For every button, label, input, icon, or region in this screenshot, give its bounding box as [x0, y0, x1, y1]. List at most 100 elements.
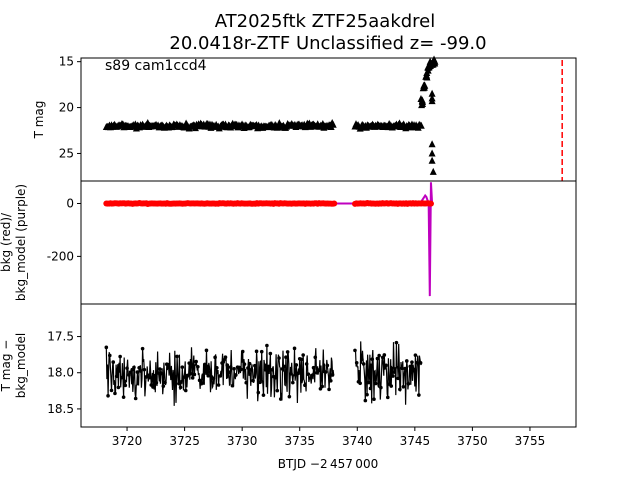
data-point [408, 364, 413, 369]
data-point [266, 364, 271, 369]
data-point [220, 361, 224, 365]
bkg-point [427, 200, 434, 207]
data-point [410, 360, 414, 364]
data-point [323, 370, 328, 374]
data-point [249, 367, 254, 372]
data-point [391, 374, 395, 378]
y-tick-label: 20 [59, 101, 74, 115]
data-point [240, 349, 245, 354]
data-point [291, 380, 295, 385]
data-point [292, 346, 297, 351]
x-tick-label: 3750 [457, 434, 488, 448]
data-point [418, 361, 423, 365]
data-point [208, 370, 212, 374]
data-point [277, 356, 281, 360]
data-point [385, 395, 390, 400]
data-point [278, 397, 283, 401]
data-point [380, 355, 385, 360]
y-tick-label: 15 [59, 55, 74, 69]
data-point [327, 387, 331, 392]
data-point [175, 354, 179, 359]
data-point [126, 373, 131, 377]
data-point [104, 345, 109, 350]
data-point [429, 167, 437, 175]
data-point [173, 374, 178, 379]
data-point [254, 349, 259, 354]
data-point [166, 362, 171, 367]
data-point [428, 140, 436, 148]
data-point [247, 361, 252, 366]
data-point [239, 367, 243, 372]
data-point [261, 393, 266, 397]
data-point [159, 371, 164, 376]
data-point [273, 375, 278, 380]
y-tick-label: 18.5 [47, 402, 74, 416]
x-axis-label: BTJD −2 457 000 [278, 457, 378, 471]
data-point [399, 366, 404, 370]
data-point [256, 390, 261, 395]
data-point [258, 380, 262, 385]
panel-annotation: s89 cam1ccd4 [105, 58, 207, 74]
data-point [202, 362, 207, 367]
x-tick-label: 3745 [400, 434, 431, 448]
data-point [113, 391, 117, 396]
data-point [294, 363, 299, 367]
data-point [218, 374, 223, 378]
data-point [225, 363, 229, 367]
data-point [232, 366, 236, 371]
data-point [147, 375, 152, 380]
data-point [360, 357, 364, 362]
y-axis-label-bottom: T mag − [0, 340, 13, 393]
data-point [287, 394, 292, 399]
panel-frame [80, 303, 577, 428]
data-point [394, 340, 399, 345]
panel-frame [80, 180, 577, 305]
data-point [201, 381, 205, 385]
data-point [213, 355, 217, 360]
y-tick-label: 0 [66, 196, 74, 210]
data-point [329, 120, 337, 128]
panel-top: s89 cam1ccd4 15 20 25 T mag [32, 55, 577, 182]
data-point [230, 383, 235, 388]
bkg-point [331, 200, 338, 207]
data-point [285, 350, 290, 354]
data-point [185, 373, 190, 378]
data-point [106, 393, 110, 398]
data-point [315, 370, 319, 375]
data-point [296, 371, 300, 376]
data-point [154, 380, 159, 385]
data-point [398, 387, 402, 392]
data-point [137, 365, 141, 370]
data-point [353, 348, 357, 353]
x-tick-label: 3735 [284, 434, 315, 448]
data-point [361, 362, 366, 366]
x-axis: 3720 3725 3730 3735 3740 3745 3750 3755 [112, 427, 545, 448]
data-point [215, 366, 219, 370]
data-point [304, 362, 309, 366]
data-point [125, 366, 129, 370]
data-point [330, 373, 335, 377]
data-point [180, 365, 185, 369]
data-point [246, 366, 250, 370]
x-tick-label: 3725 [169, 434, 200, 448]
data-point [311, 365, 316, 370]
x-tick-label: 3755 [515, 434, 546, 448]
y-tick-label: 17.5 [47, 330, 74, 344]
data-point [192, 372, 197, 377]
data-point [140, 346, 145, 351]
x-tick-label: 3740 [342, 434, 373, 448]
data-point [132, 365, 136, 370]
data-point [227, 370, 231, 374]
data-point [417, 393, 421, 397]
data-point [299, 357, 304, 362]
data-point [133, 396, 138, 401]
data-point [422, 72, 430, 80]
data-point [111, 360, 116, 364]
data-point [403, 366, 407, 371]
series-line [354, 341, 422, 405]
data-point [379, 385, 383, 390]
data-point [401, 384, 406, 389]
panel-frame [80, 57, 577, 182]
data-point [310, 373, 314, 378]
